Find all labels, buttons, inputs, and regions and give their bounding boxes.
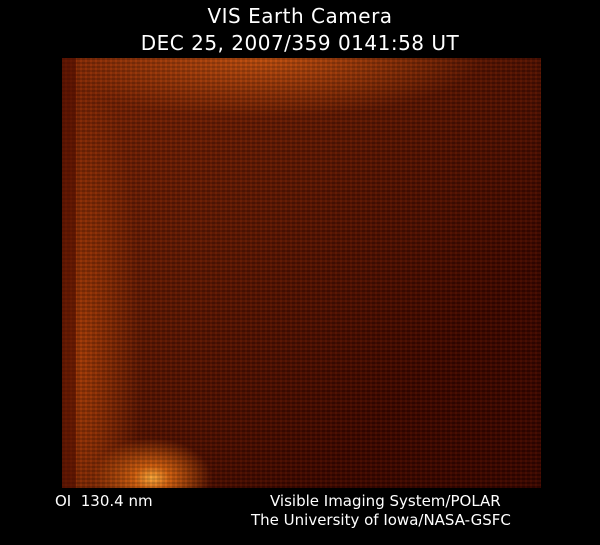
earth-camera-image: [62, 58, 541, 488]
emission-intensity-layer: [62, 58, 541, 488]
image-title: VIS Earth Camera: [207, 4, 393, 28]
institution-credit: The University of Iowa/NASA-GSFC: [251, 511, 511, 529]
image-timestamp: DEC 25, 2007/359 0141:58 UT: [140, 31, 460, 55]
wavelength-label: OI 130.4 nm: [55, 492, 153, 510]
detector-noise-texture: [62, 58, 541, 488]
left-edge-band: [62, 58, 76, 488]
instrument-credit: Visible Imaging System/POLAR: [270, 492, 501, 510]
